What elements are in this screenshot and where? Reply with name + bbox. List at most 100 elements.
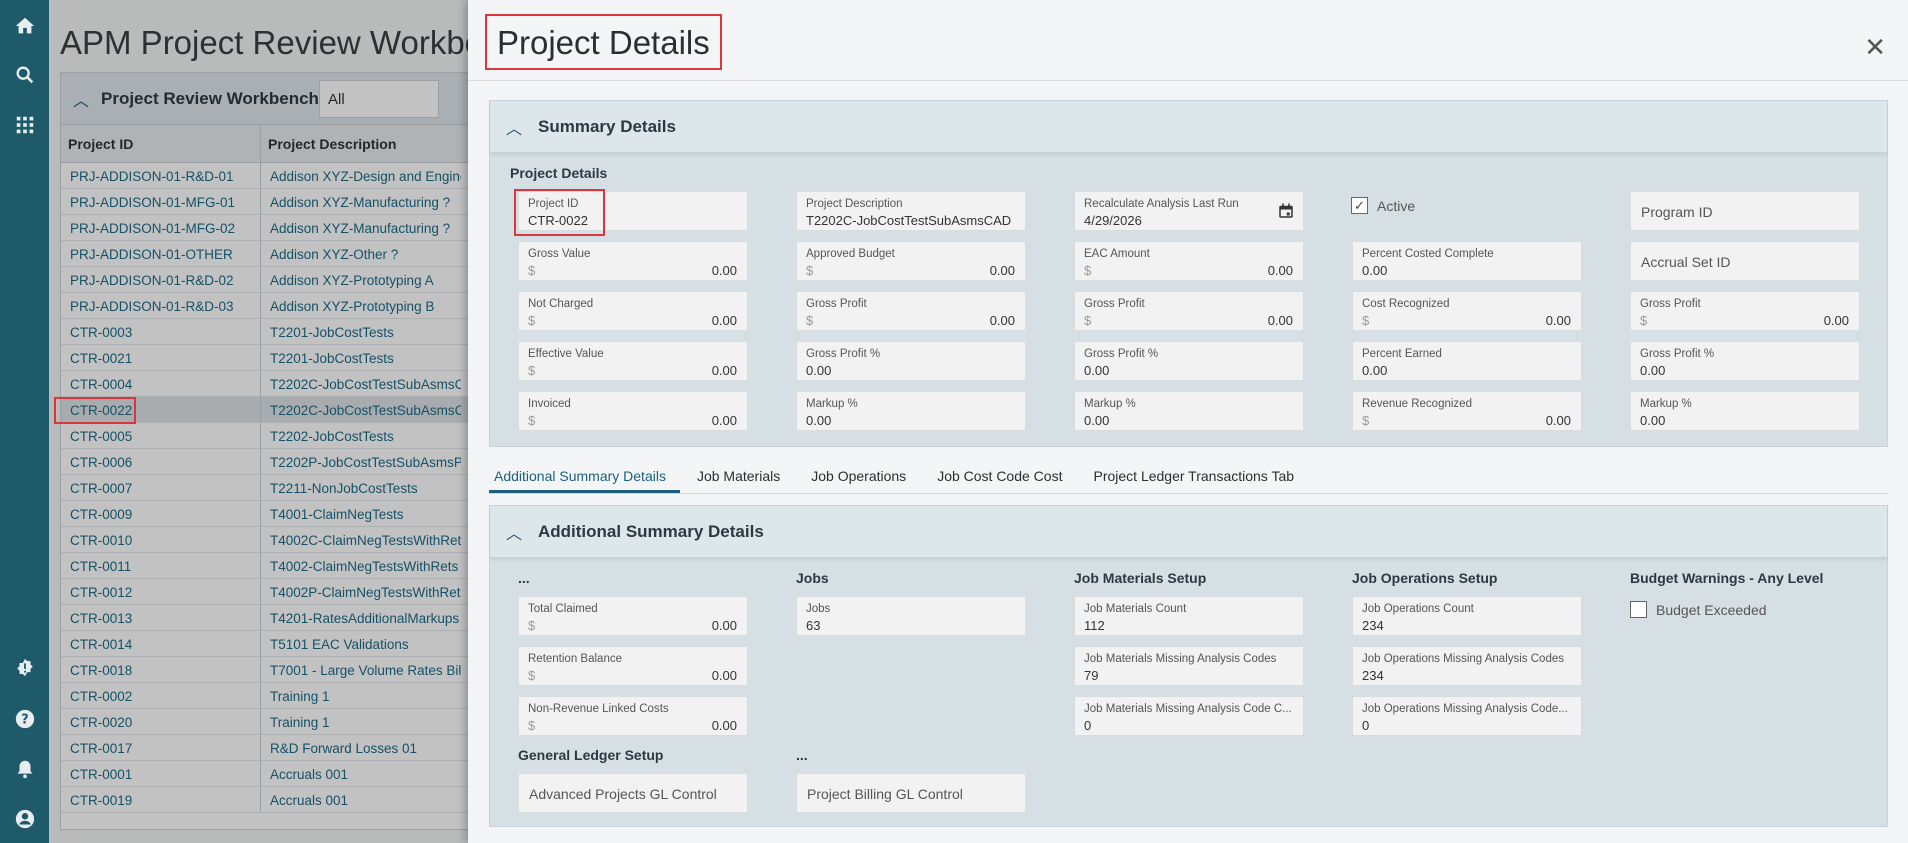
budget-exceeded-checkbox[interactable]: Budget Exceeded (1630, 601, 1767, 618)
column-header-project-id[interactable]: Project ID (61, 125, 261, 162)
table-row[interactable]: CTR-0018 T7001 - Large Volume Rates Bil (61, 657, 469, 683)
table-row[interactable]: CTR-0014 T5101 EAC Validations (61, 631, 469, 657)
cell-project-id[interactable]: PRJ-ADDISON-01-MFG-02 (61, 215, 261, 240)
table-row[interactable]: CTR-0019 Accruals 001 (61, 787, 469, 813)
cell-project-description[interactable]: T4002P-ClaimNegTestsWithRets (270, 585, 461, 600)
not-charged-field[interactable]: Not Charged $ 0.00 (518, 291, 748, 331)
cell-project-id[interactable]: PRJ-ADDISON-01-R&D-02 (61, 267, 261, 292)
alert-icon[interactable] (12, 655, 37, 680)
gross-value-field[interactable]: Gross Value $ 0.00 (518, 241, 748, 281)
total-claimed-field[interactable]: Total Claimed $ 0.00 (518, 596, 748, 636)
cell-project-id[interactable]: CTR-0013 (61, 605, 261, 630)
approved-budget-field[interactable]: Approved Budget $ 0.00 (796, 241, 1026, 281)
table-row[interactable]: CTR-0010 T4002C-ClaimNegTestsWithRets (61, 527, 469, 553)
cell-project-description[interactable]: Addison XYZ-Prototyping A (270, 273, 434, 288)
cell-project-description[interactable]: T4002-ClaimNegTestsWithRets (270, 559, 459, 574)
chevron-up-icon[interactable]: ︿ (72, 92, 89, 110)
table-row[interactable]: PRJ-ADDISON-01-R&D-03 Addison XYZ-Prototy… (61, 293, 469, 319)
table-row[interactable]: PRJ-ADDISON-01-OTHER Addison XYZ-Other ? (61, 241, 469, 267)
cell-project-description[interactable]: Training 1 (270, 689, 330, 704)
help-icon[interactable]: ? (12, 706, 37, 731)
table-row[interactable]: CTR-0013 T4201-RatesAdditionalMarkups (61, 605, 469, 631)
retention-balance-field[interactable]: Retention Balance $ 0.00 (518, 646, 748, 686)
table-row[interactable]: CTR-0005 T2202-JobCostTests (61, 423, 469, 449)
apps-grid-icon[interactable] (12, 112, 37, 137)
job-materials-missing-code-field[interactable]: Job Materials Missing Analysis Code C...… (1074, 696, 1304, 736)
cell-project-id[interactable]: CTR-0018 (61, 657, 261, 682)
cell-project-description[interactable]: T4201-RatesAdditionalMarkups (270, 611, 460, 626)
table-row[interactable]: CTR-0001 Accruals 001 (61, 761, 469, 787)
cell-project-description[interactable]: T2211-NonJobCostTests (270, 481, 418, 496)
active-checkbox[interactable]: ✓ Active (1351, 197, 1415, 214)
project-billing-gl-control-field[interactable]: Project Billing GL Control (796, 773, 1026, 813)
table-row[interactable]: CTR-0022 T2202C-JobCostTestSubAsmsCAD (61, 397, 469, 423)
job-operations-missing-code-field[interactable]: Job Operations Missing Analysis Code... … (1352, 696, 1582, 736)
job-operations-count-field[interactable]: Job Operations Count 234 (1352, 596, 1582, 636)
calendar-icon[interactable] (1277, 202, 1295, 223)
chevron-up-icon[interactable]: ︿ (505, 120, 522, 138)
tab-job-materials[interactable]: Job Materials (696, 468, 781, 484)
cell-project-description[interactable]: T2202-JobCostTests (270, 429, 394, 444)
cell-project-description[interactable]: Addison XYZ-Prototyping B (270, 299, 435, 314)
cell-project-id[interactable]: CTR-0014 (61, 631, 261, 656)
cell-project-description[interactable]: Addison XYZ-Other ? (270, 247, 399, 262)
cell-project-id[interactable]: PRJ-ADDISON-01-MFG-01 (61, 189, 261, 214)
cell-project-description[interactable]: T2202C-JobCostTestSubAsmsCAD (270, 403, 461, 418)
cell-project-description[interactable]: Accruals 001 (270, 767, 349, 782)
cell-project-description[interactable]: Training 1 (270, 715, 330, 730)
workbench-header[interactable]: ︿ Project Review Workbench All (61, 73, 469, 125)
column-header-project-description[interactable]: Project Description (268, 136, 397, 152)
additional-summary-header[interactable]: ︿ Additional Summary Details (490, 506, 1887, 558)
cell-project-id[interactable]: PRJ-ADDISON-01-R&D-01 (61, 163, 261, 188)
cell-project-description[interactable]: Accruals 001 (270, 793, 349, 808)
table-row[interactable]: PRJ-ADDISON-01-MFG-02 Addison XYZ-Manufac… (61, 215, 469, 241)
summary-details-header[interactable]: ︿ Summary Details (490, 101, 1887, 153)
table-row[interactable]: CTR-0004 T2202C-JobCostTestSubAsmsCAD (61, 371, 469, 397)
eac-amount-field[interactable]: EAC Amount $ 0.00 (1074, 241, 1304, 281)
cell-project-description[interactable]: T4001-ClaimNegTests (270, 507, 404, 522)
tab-additional-summary-details[interactable]: Additional Summary Details (489, 461, 680, 493)
user-icon[interactable] (12, 806, 37, 831)
markup-pct-field[interactable]: Markup % 0.00 (1074, 391, 1304, 431)
cell-project-description[interactable]: T2201-JobCostTests (270, 325, 394, 340)
table-row[interactable]: CTR-0007 T2211-NonJobCostTests (61, 475, 469, 501)
table-row[interactable]: CTR-0017 R&D Forward Losses 01 (61, 735, 469, 761)
job-materials-missing-field[interactable]: Job Materials Missing Analysis Codes 79 (1074, 646, 1304, 686)
table-row[interactable]: CTR-0021 T2201-JobCostTests (61, 345, 469, 371)
non-revenue-linked-costs-field[interactable]: Non-Revenue Linked Costs $ 0.00 (518, 696, 748, 736)
cell-project-description[interactable]: T5101 EAC Validations (270, 637, 409, 652)
cell-project-description[interactable]: R&D Forward Losses 01 (270, 741, 418, 756)
cell-project-description[interactable]: Addison XYZ-Manufacturing ? (270, 221, 451, 236)
cell-project-id[interactable]: CTR-0017 (61, 735, 261, 760)
cell-project-id[interactable]: CTR-0011 (61, 553, 261, 578)
recalc-date-field[interactable]: Recalculate Analysis Last Run 4/29/2026 (1074, 191, 1304, 231)
table-row[interactable]: CTR-0003 T2201-JobCostTests (61, 319, 469, 345)
cell-project-id[interactable]: CTR-0009 (61, 501, 261, 526)
percent-costed-complete-field[interactable]: Percent Costed Complete 0.00 (1352, 241, 1582, 281)
table-row[interactable]: CTR-0006 T2202P-JobCostTestSubAsmsPE (61, 449, 469, 475)
cell-project-id[interactable]: CTR-0001 (61, 761, 261, 786)
table-row[interactable]: CTR-0009 T4001-ClaimNegTests (61, 501, 469, 527)
table-row[interactable]: CTR-0011 T4002-ClaimNegTestsWithRets (61, 553, 469, 579)
cell-project-description[interactable]: T4002C-ClaimNegTestsWithRets (270, 533, 461, 548)
gross-profit-pct-field[interactable]: Gross Profit % 0.00 (796, 341, 1026, 381)
modal-backdrop[interactable] (49, 0, 469, 843)
revenue-recognized-field[interactable]: Revenue Recognized $ 0.00 (1352, 391, 1582, 431)
program-id-field[interactable]: Program ID (1630, 191, 1860, 231)
advanced-projects-gl-control-field[interactable]: Advanced Projects GL Control (518, 773, 748, 813)
invoiced-field[interactable]: Invoiced $ 0.00 (518, 391, 748, 431)
filter-select[interactable]: All (319, 79, 439, 118)
cell-project-id[interactable]: CTR-0003 (61, 319, 261, 344)
cell-project-id[interactable]: CTR-0002 (61, 683, 261, 708)
gross-profit-pct-field[interactable]: Gross Profit % 0.00 (1074, 341, 1304, 381)
project-id-field[interactable]: Project ID CTR-0022 (518, 191, 748, 231)
search-icon[interactable] (12, 62, 37, 87)
home-icon[interactable] (12, 13, 37, 38)
cell-project-description[interactable]: T2201-JobCostTests (270, 351, 394, 366)
project-description-field[interactable]: Project Description T2202C-JobCostTestSu… (796, 191, 1026, 231)
cell-project-description[interactable]: Addison XYZ-Manufacturing ? (270, 195, 451, 210)
markup-pct-field[interactable]: Markup % 0.00 (1630, 391, 1860, 431)
cell-project-description[interactable]: T2202C-JobCostTestSubAsmsCAD (270, 377, 461, 392)
cell-project-id[interactable]: CTR-0020 (61, 709, 261, 734)
table-row[interactable]: PRJ-ADDISON-01-MFG-01 Addison XYZ-Manufac… (61, 189, 469, 215)
